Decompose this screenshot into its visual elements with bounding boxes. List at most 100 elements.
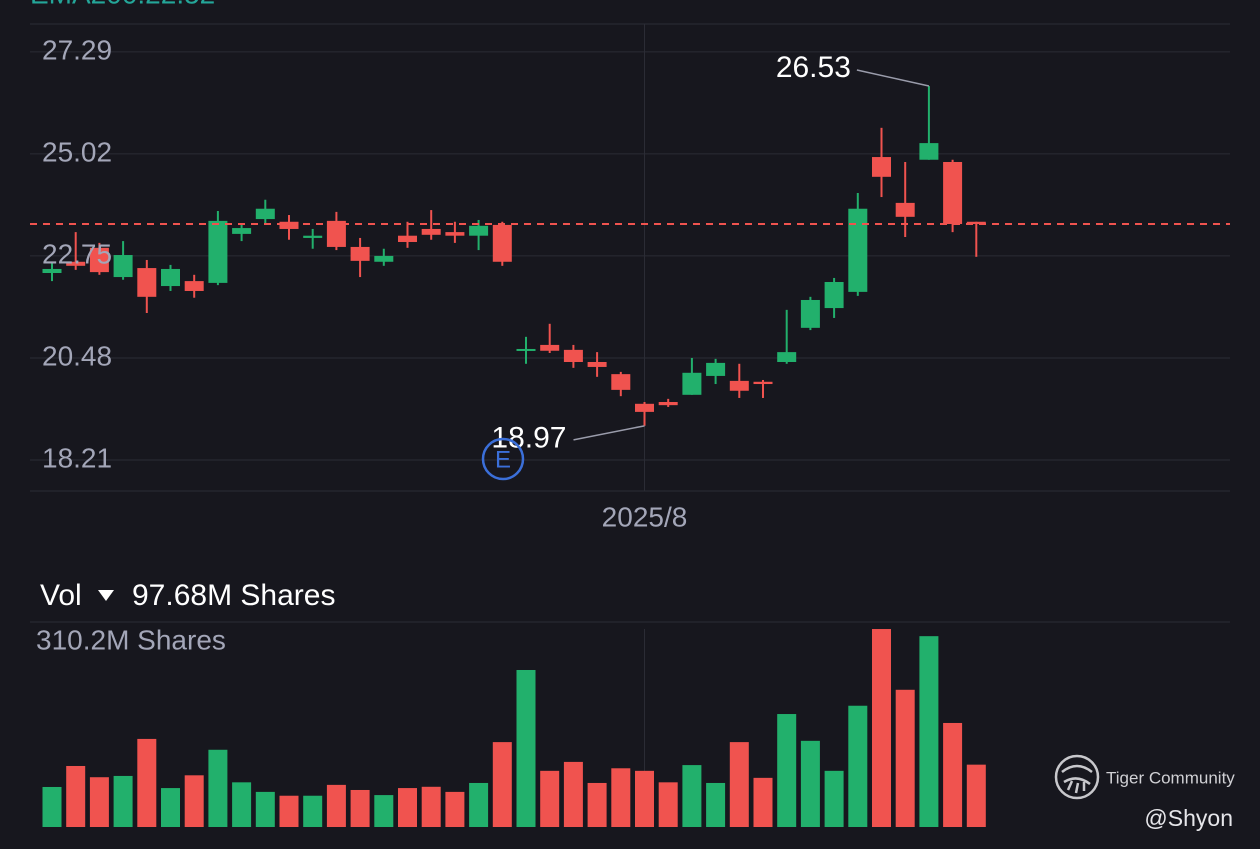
- volume-bar: [800, 740, 820, 827]
- candle-body: [729, 380, 749, 391]
- volume-current: 97.68M Shares: [132, 579, 335, 612]
- y-tick-label: 27.29: [42, 34, 112, 65]
- candle-body: [42, 268, 62, 274]
- volume-bar: [42, 786, 62, 827]
- volume-bar: [374, 795, 394, 827]
- candle-body: [800, 299, 820, 328]
- candle-body: [540, 344, 560, 351]
- candle-body: [966, 221, 986, 225]
- event-label[interactable]: E: [495, 446, 511, 473]
- candle-body: [161, 268, 180, 287]
- candle-body: [113, 255, 133, 278]
- candle-body: [516, 348, 536, 351]
- volume-bar: [729, 742, 749, 827]
- volume-bar: [777, 714, 797, 827]
- volume-bar: [966, 764, 986, 827]
- volume-bar: [516, 669, 536, 827]
- volume-bar: [658, 782, 678, 827]
- candle-body: [184, 281, 204, 291]
- volume-bar: [824, 770, 844, 827]
- y-tick-label: 25.02: [42, 136, 112, 167]
- marks: [30, 86, 1230, 827]
- volume-bar: [161, 788, 180, 827]
- watermark-icon: [1054, 754, 1100, 800]
- event-marker[interactable]: [481, 437, 525, 481]
- volume-bar: [753, 777, 773, 827]
- candle-body: [66, 261, 86, 266]
- y-tick-label: 22.75: [42, 238, 112, 269]
- volume-bar: [848, 705, 868, 827]
- candle-body: [943, 161, 963, 225]
- volume-bar: [895, 689, 915, 827]
- high-annotation: 26.53: [776, 51, 851, 84]
- volume-bar: [350, 789, 370, 827]
- candle-body: [421, 228, 441, 235]
- candle-body: [303, 235, 323, 238]
- y-tick-label: 20.48: [42, 340, 112, 371]
- candle-body: [232, 228, 252, 234]
- volume-bar: [279, 795, 299, 827]
- volume-bar: [66, 765, 86, 827]
- volume-bar: [184, 775, 204, 827]
- candle-body: [777, 352, 797, 363]
- candle-body: [279, 221, 299, 229]
- candle-body: [587, 362, 607, 367]
- watermark-author: @Shyon: [1144, 805, 1233, 831]
- volume-bar: [611, 768, 631, 827]
- volume-bar: [635, 770, 654, 827]
- candle-body: [255, 208, 275, 220]
- candle-body: [919, 143, 939, 160]
- candle-body: [208, 220, 228, 283]
- dropdown-arrow[interactable]: [98, 590, 114, 601]
- candle-body: [492, 224, 512, 262]
- volume-bar: [89, 777, 109, 827]
- candle-body: [137, 268, 157, 297]
- ema-legend: EMA200:22.52: [30, 0, 215, 9]
- y-tick-label: 18.21: [42, 442, 112, 473]
- candle-body: [706, 362, 726, 376]
- volume-bar: [540, 770, 560, 827]
- labels: 27.2925.0222.7520.4818.212025/826.5318.9…: [36, 34, 930, 655]
- candle-body: [872, 157, 891, 177]
- volume-bar: [563, 761, 583, 827]
- volume-bar: [706, 782, 726, 827]
- volume-bar: [255, 791, 275, 827]
- volume-bar: [469, 782, 489, 827]
- watermark-brand: Tiger Community: [1106, 768, 1235, 787]
- volume-bar: [421, 786, 441, 827]
- candle-body: [563, 349, 583, 363]
- candle-body: [682, 372, 702, 395]
- volume-bar: [137, 738, 157, 827]
- volume-bar: [326, 784, 346, 827]
- volume-bar: [445, 791, 465, 827]
- volume-bar: [492, 742, 512, 827]
- candle-body: [374, 255, 394, 262]
- volume-bar: [113, 775, 133, 827]
- candle-body: [469, 225, 489, 236]
- volume-bar: [303, 795, 323, 827]
- volume-bar: [682, 765, 702, 827]
- candle-body: [824, 281, 844, 309]
- annotation-leader: [856, 69, 930, 87]
- volume-bar: [232, 782, 252, 827]
- volume-bar: [943, 722, 963, 827]
- candle-body: [326, 220, 346, 247]
- candle-body: [611, 374, 631, 390]
- candle-body: [658, 402, 678, 406]
- candle-body: [89, 247, 109, 273]
- candle-body: [753, 381, 773, 385]
- candle-body: [848, 208, 868, 292]
- volume-bar: [872, 629, 891, 827]
- annotation-leader: [573, 425, 645, 441]
- y-tick-label: 310.2M Shares: [36, 624, 226, 655]
- candle-body: [895, 202, 915, 217]
- x-tick-label: 2025/8: [602, 501, 688, 532]
- volume-bar: [919, 636, 939, 827]
- grid: [30, 24, 1230, 827]
- volume-bar: [208, 749, 228, 827]
- candle-body: [445, 232, 465, 236]
- volume-bar: [398, 788, 417, 827]
- candle-body: [350, 246, 370, 261]
